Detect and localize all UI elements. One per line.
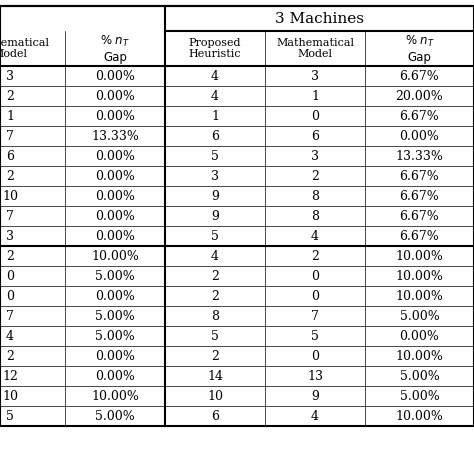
Text: 0.00%: 0.00% [95,170,135,182]
Text: 6: 6 [211,410,219,422]
Text: 5.00%: 5.00% [400,370,439,383]
Text: 0.00%: 0.00% [95,349,135,363]
Text: 10: 10 [2,390,18,402]
Text: 10: 10 [2,190,18,202]
Text: 6.67%: 6.67% [400,170,439,182]
Text: 5.00%: 5.00% [95,270,135,283]
Text: 13.33%: 13.33% [91,129,139,143]
Text: 0.00%: 0.00% [95,70,135,82]
Text: 8: 8 [311,190,319,202]
Text: 2: 2 [6,349,14,363]
Text: 5.00%: 5.00% [95,310,135,322]
Text: 1: 1 [211,109,219,122]
Text: 7: 7 [6,129,14,143]
Text: 0: 0 [311,109,319,122]
Text: 4: 4 [6,329,14,343]
Text: 0.00%: 0.00% [95,190,135,202]
Text: 1: 1 [6,109,14,122]
Text: 0.00%: 0.00% [95,109,135,122]
Text: 13: 13 [307,370,323,383]
Text: 3: 3 [311,149,319,163]
Text: 0.00%: 0.00% [95,149,135,163]
Text: 20.00%: 20.00% [396,90,443,102]
Text: 3 Machines: 3 Machines [275,11,364,26]
Text: 0.00%: 0.00% [95,90,135,102]
Text: 13.33%: 13.33% [396,149,444,163]
Text: 4: 4 [311,229,319,243]
Text: 8: 8 [211,310,219,322]
Text: 5.00%: 5.00% [400,310,439,322]
Text: 6: 6 [6,149,14,163]
Text: 14: 14 [207,370,223,383]
Text: Proposed
Heuristic: Proposed Heuristic [189,38,241,59]
Text: 10: 10 [207,390,223,402]
Text: 3: 3 [6,70,14,82]
Text: 5.00%: 5.00% [400,390,439,402]
Text: Mathematical
Model: Mathematical Model [276,38,354,59]
Text: 0: 0 [311,349,319,363]
Text: 4: 4 [211,249,219,263]
Text: 0.00%: 0.00% [400,129,439,143]
Text: 0: 0 [6,270,14,283]
Text: 5: 5 [211,149,219,163]
Text: 0: 0 [6,290,14,302]
Text: Mathematical
Model: Mathematical Model [0,38,49,59]
Text: 10.00%: 10.00% [396,349,444,363]
Text: 5.00%: 5.00% [95,410,135,422]
Text: 6.67%: 6.67% [400,109,439,122]
Text: 5: 5 [311,329,319,343]
Text: 9: 9 [311,390,319,402]
Text: 7: 7 [6,310,14,322]
Text: 2: 2 [211,290,219,302]
Text: 2: 2 [6,249,14,263]
Text: 6.67%: 6.67% [400,229,439,243]
Text: 2: 2 [6,90,14,102]
Text: 5.00%: 5.00% [95,329,135,343]
Text: 10.00%: 10.00% [396,270,444,283]
Text: 3: 3 [311,70,319,82]
Text: 7: 7 [311,310,319,322]
Text: 2: 2 [311,249,319,263]
Text: 10.00%: 10.00% [91,390,139,402]
Text: 6.67%: 6.67% [400,210,439,222]
Text: 1: 1 [311,90,319,102]
Text: 10.00%: 10.00% [396,410,444,422]
Text: 4: 4 [311,410,319,422]
Text: 2: 2 [211,270,219,283]
Text: 9: 9 [211,190,219,202]
Text: 3: 3 [211,170,219,182]
Text: % $n_T$
Gap: % $n_T$ Gap [100,34,130,64]
Text: 0.00%: 0.00% [400,329,439,343]
Text: 10.00%: 10.00% [91,249,139,263]
Text: % $n_T$
Gap: % $n_T$ Gap [404,34,435,64]
Text: 4: 4 [211,90,219,102]
Text: 5: 5 [6,410,14,422]
Text: 0.00%: 0.00% [95,210,135,222]
Text: 0.00%: 0.00% [95,229,135,243]
Text: 6.67%: 6.67% [400,190,439,202]
Text: 4: 4 [211,70,219,82]
Text: 0.00%: 0.00% [95,370,135,383]
Text: 5: 5 [211,329,219,343]
Text: 9: 9 [211,210,219,222]
Text: 2: 2 [311,170,319,182]
Text: 6: 6 [311,129,319,143]
Text: 2: 2 [211,349,219,363]
Text: 0: 0 [311,270,319,283]
Text: 12: 12 [2,370,18,383]
Text: 0.00%: 0.00% [95,290,135,302]
Text: 0: 0 [311,290,319,302]
Text: 3: 3 [6,229,14,243]
Text: 5: 5 [211,229,219,243]
Text: 10.00%: 10.00% [396,290,444,302]
Text: 7: 7 [6,210,14,222]
Text: 8: 8 [311,210,319,222]
Text: 2: 2 [6,170,14,182]
Text: 6: 6 [211,129,219,143]
Text: 10.00%: 10.00% [396,249,444,263]
Text: 6.67%: 6.67% [400,70,439,82]
